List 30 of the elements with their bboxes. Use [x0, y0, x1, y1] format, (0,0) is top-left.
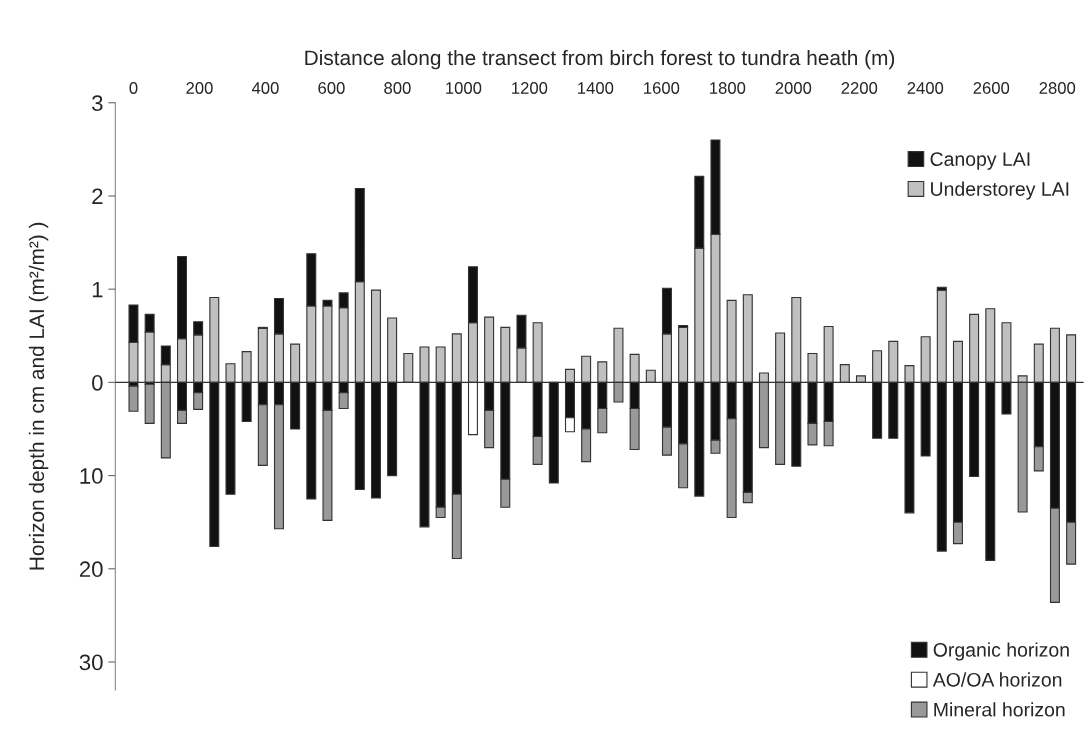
x-tick-label: 1600: [644, 82, 680, 94]
legend-label: AO/OA horizon: [932, 672, 1062, 687]
y2-tick-label: 0: [92, 374, 103, 391]
x-tick-label: 1400: [578, 82, 614, 94]
x-tick-label: 1200: [512, 82, 548, 94]
x-tick-label: 800: [384, 82, 411, 94]
x-tick-label: 2200: [841, 82, 878, 94]
x-tick-label: 600: [318, 82, 345, 94]
x-axis-title: Distance along the transect from birch forest to tundra heath (m): [305, 49, 895, 70]
y-tick-label: 20: [79, 561, 103, 578]
legend-label: Mineral horizon: [934, 702, 1065, 717]
x-tick-label: 2600: [973, 82, 1010, 94]
y-tick-label: 10: [80, 468, 103, 484]
x-tick-label: 200: [186, 82, 213, 94]
x-tick-label: 2800: [1039, 82, 1076, 94]
y2-tick-label: 1: [92, 281, 103, 298]
x-tick-label: 2000: [775, 82, 812, 94]
y2-tick-label: 3: [92, 95, 103, 112]
legend-label: Organic horizon: [933, 642, 1069, 661]
x-tick-label: 1800: [710, 82, 746, 94]
y2-tick-label: 2: [92, 188, 103, 205]
x-tick-label: 1000: [446, 82, 482, 94]
y-axis-title: Horizon depth in cm and LAI (m²/m²) ): [28, 222, 49, 570]
bar: [128, 385, 139, 412]
legend-label: Canopy LAI: [930, 152, 1030, 170]
x-tick-label: 0: [129, 82, 138, 94]
legend-label: Understorey LAI: [931, 181, 1069, 200]
x-tick-label: 400: [251, 82, 279, 94]
x-tick-label: 2400: [907, 82, 944, 94]
y-tick-label: 30: [79, 654, 103, 671]
